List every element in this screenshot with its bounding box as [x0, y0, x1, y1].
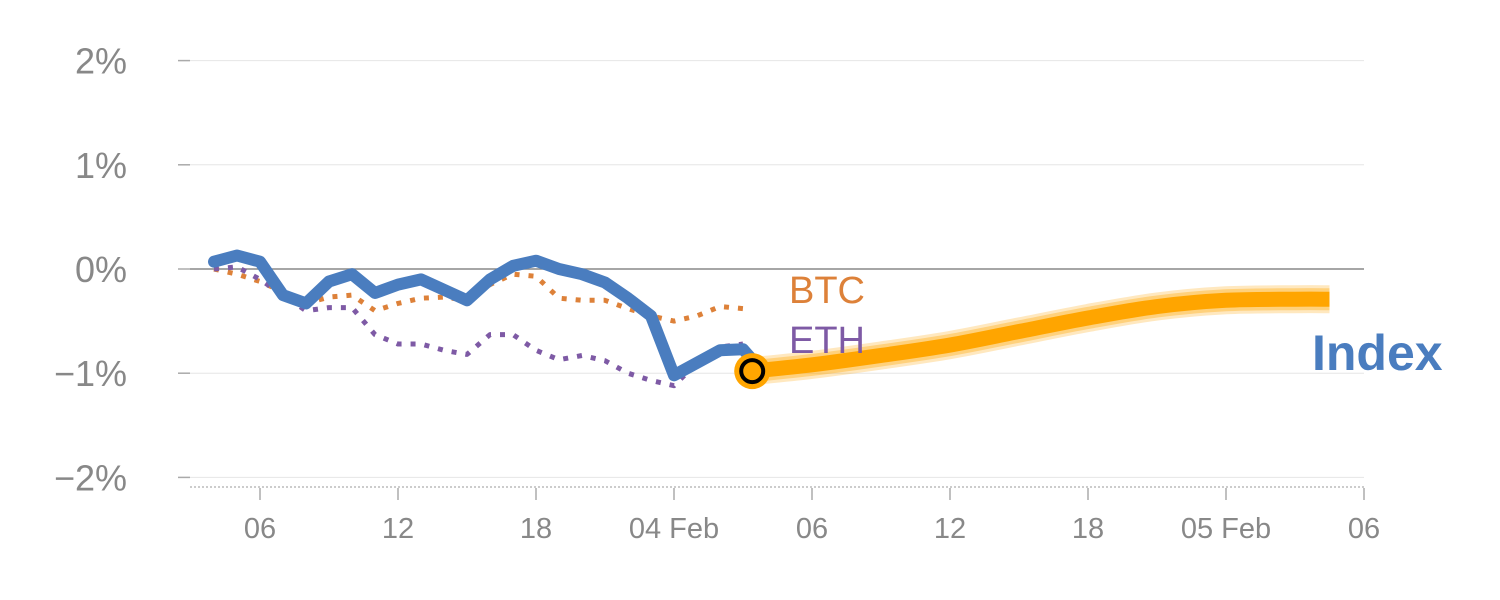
ytick-label-0: 2% — [75, 41, 127, 82]
current-value-marker-ring — [739, 358, 766, 385]
xtick-label-5: 12 — [934, 513, 966, 545]
xtick-label-7: 05 Feb — [1181, 513, 1271, 545]
xtick-label-6: 18 — [1072, 513, 1104, 545]
ytick-label-1: 1% — [75, 145, 127, 186]
xtick-label-1: 12 — [382, 513, 414, 545]
ytick-label-2: 0% — [75, 249, 127, 290]
ytick-label-4: −2% — [54, 457, 127, 498]
x-axis: 06 12 18 04 Feb 06 12 18 05 Feb 06 — [190, 486, 1380, 545]
xtick-label-3: 04 Feb — [629, 513, 719, 545]
gridlines — [190, 60, 1364, 478]
ytick-label-3: −1% — [54, 353, 127, 394]
y-axis: 2% 1% 0% −1% −2% — [54, 41, 190, 498]
series-group — [208, 249, 1330, 389]
xtick-label-0: 06 — [244, 513, 276, 545]
series-line-index-forecast — [751, 291, 1330, 379]
series-line-index — [208, 249, 759, 382]
marker-group — [734, 353, 771, 390]
xtick-label-2: 18 — [520, 513, 552, 545]
eth-label: ETH — [789, 320, 865, 362]
xtick-label-8: 06 — [1348, 513, 1380, 545]
xtick-label-4: 06 — [796, 513, 828, 545]
btc-label: BTC — [789, 270, 865, 312]
index-label: Index — [1312, 325, 1443, 381]
